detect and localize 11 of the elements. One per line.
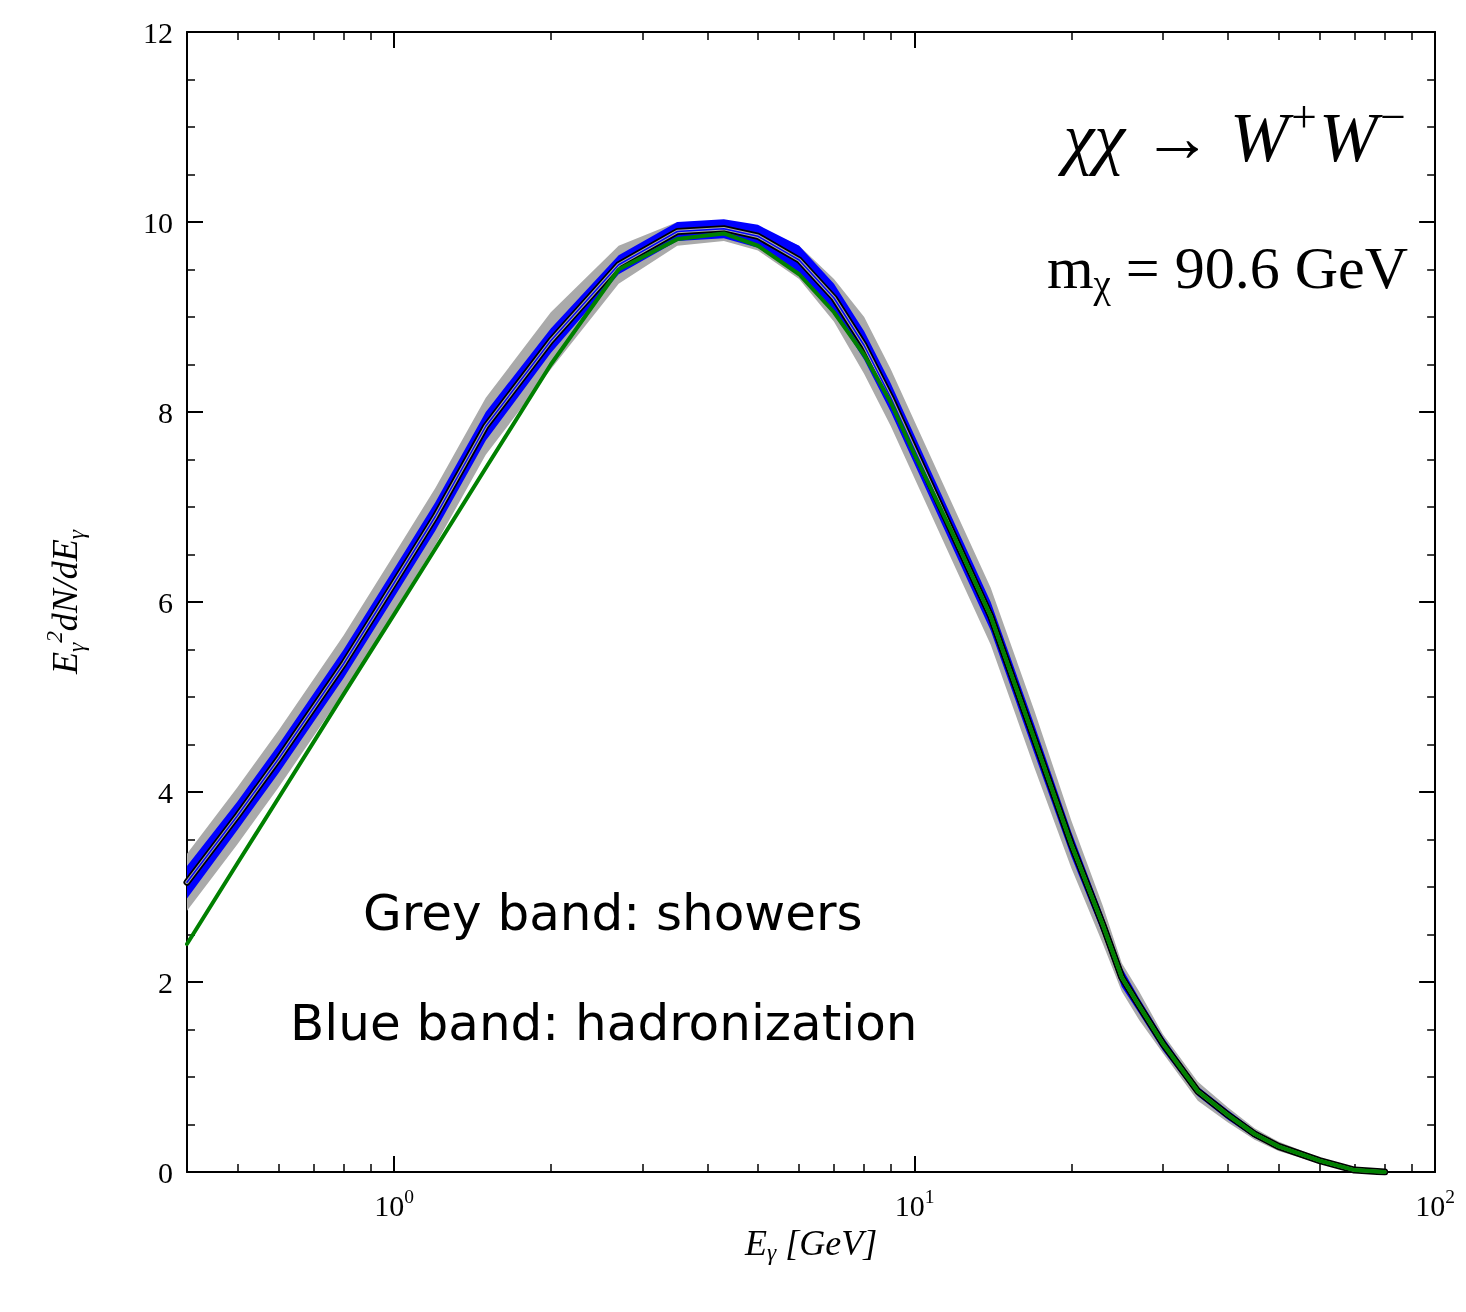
y-tick-label: 0 [158,1155,173,1189]
y-tick-label: 2 [158,965,173,999]
annotation: Blue band: hadronization [290,994,918,1052]
y-tick-label: 12 [143,15,173,49]
y-tick-label: 10 [143,205,173,239]
y-tick-label: 8 [158,395,173,429]
y-tick-label: 4 [158,775,173,809]
y-axis-title: Eγ2dN/dEγ [40,529,89,676]
annotation: Grey band: showers [363,884,863,942]
y-tick-label: 6 [158,585,173,619]
annotation: χχ → W+W− [1057,90,1409,176]
